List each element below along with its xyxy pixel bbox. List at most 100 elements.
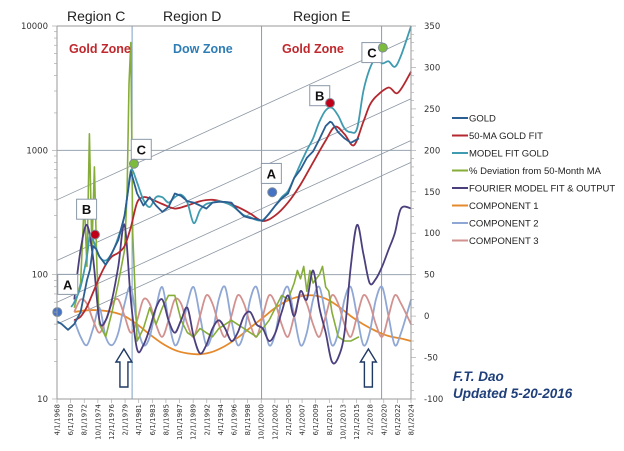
annotation-label: A xyxy=(267,166,277,181)
zone-label-gold-1: Gold Zone xyxy=(69,42,131,56)
annotation-b-5: B xyxy=(309,85,336,109)
tick-label-x: 4/1/2007 xyxy=(299,404,307,435)
annotation-marker xyxy=(90,229,101,240)
legend-item-5: FOURIER MODEL FIT & OUTPUT xyxy=(452,184,615,195)
tick-label-x: 10/1/2013 xyxy=(339,404,347,440)
legend-item-3: MODEL FIT GOLD xyxy=(452,149,549,160)
tick-label-right: 300 xyxy=(424,63,440,73)
tick-label-right: 350 xyxy=(424,22,440,32)
tick-label-right: 100 xyxy=(424,229,440,239)
annotation-marker xyxy=(325,98,336,109)
tick-label-x: 2/1/2005 xyxy=(285,404,293,435)
channel-line-3 xyxy=(56,140,412,303)
legend-item-1: GOLD xyxy=(452,114,496,125)
legend-item-7: COMPONENT 2 xyxy=(452,219,539,230)
annotation-box xyxy=(130,138,152,160)
annotation-label: C xyxy=(367,46,377,61)
tick-label-x: 8/1/1972 xyxy=(81,404,89,435)
annotation-box xyxy=(361,42,383,64)
tick-label-right: 250 xyxy=(424,105,440,115)
series-line-component-3 xyxy=(73,294,412,338)
tick-label-right: 50 xyxy=(424,271,435,281)
tick-label-left: 1000 xyxy=(26,146,48,156)
series-line-gold xyxy=(56,120,360,331)
series-lines xyxy=(56,25,412,365)
zone-labels: Gold Zone Dow Zone Gold Zone xyxy=(69,42,344,56)
legend-label: COMPONENT 3 xyxy=(469,236,539,247)
tick-label-x: 4/1/1968 xyxy=(54,404,62,435)
legend-label: MODEL FIT GOLD xyxy=(469,149,549,160)
tick-label-x: 10/1/1987 xyxy=(176,404,184,440)
annotation-box xyxy=(260,162,282,184)
legend-label: COMPONENT 1 xyxy=(469,201,539,212)
tick-label-right: 0 xyxy=(424,312,429,322)
annotation-box xyxy=(309,85,331,107)
tick-label-x: 2/1/1992 xyxy=(203,404,211,435)
tick-label-right: -50 xyxy=(424,354,438,364)
annotation-c-3: C xyxy=(128,138,152,169)
tick-label-x: 6/1/2009 xyxy=(312,404,320,435)
tick-label-x: 6/1/1983 xyxy=(149,404,157,435)
tick-label-x: 4/1/1994 xyxy=(217,403,225,435)
annotation-label: A xyxy=(63,277,73,292)
tick-label-x: 8/1/1985 xyxy=(162,404,170,435)
legend-item-8: COMPONENT 3 xyxy=(452,236,539,247)
legend-label: % Deviation from 50-Month MA xyxy=(469,166,602,177)
channel-line-4 xyxy=(56,162,412,325)
up-arrow-icon xyxy=(114,347,134,388)
credit-updated: Updated 5-20-2016 xyxy=(453,386,573,401)
tick-label-x: 2/1/1979 xyxy=(122,404,130,435)
tick-label-right: 200 xyxy=(424,146,440,156)
zone-label-gold-2: Gold Zone xyxy=(282,42,344,56)
annotation-box xyxy=(76,198,98,220)
annotation-box xyxy=(57,273,79,295)
up-arrows xyxy=(114,347,378,388)
tick-label-left: 10 xyxy=(37,395,48,405)
region-title-d: Region D xyxy=(163,8,221,24)
series-line-fourier-model-fit-output xyxy=(73,205,412,365)
tick-label-x: 10/1/1974 xyxy=(94,403,102,439)
region-title-c: Region C xyxy=(67,8,125,24)
legend-item-2: 50-MA GOLD FIT xyxy=(452,131,543,142)
channel-line-2 xyxy=(56,98,412,261)
tick-label-x: 8/1/1998 xyxy=(244,404,252,435)
credit-author: F.T. Dao xyxy=(453,369,504,384)
annotation-marker xyxy=(377,42,388,53)
annotation-label: B xyxy=(315,89,324,104)
tick-label-x: 12/1/2015 xyxy=(353,404,361,440)
tick-label-x: 8/1/2011 xyxy=(326,404,334,435)
tick-label-right: 150 xyxy=(424,188,440,198)
tick-label-right: -100 xyxy=(424,395,443,405)
annotation-label: B xyxy=(82,202,91,217)
tick-label-x: 12/1/1989 xyxy=(190,404,198,440)
legend-item-4: % Deviation from 50-Month MA xyxy=(452,166,602,177)
tick-label-x: 6/1/1996 xyxy=(231,403,239,435)
legend-item-6: COMPONENT 1 xyxy=(452,201,539,212)
tick-label-x: 2/1/2018 xyxy=(367,404,375,435)
legend-label: GOLD xyxy=(469,114,496,125)
legend-label: FOURIER MODEL FIT & OUTPUT xyxy=(469,184,615,195)
region-title-e: Region E xyxy=(293,8,351,24)
tick-label-x: 6/1/2022 xyxy=(394,404,402,435)
tick-label-left: 100 xyxy=(32,271,48,281)
region-titles: Region C Region D Region E xyxy=(67,8,351,24)
annotations: A B C A B C xyxy=(52,42,388,318)
tick-label-x: 6/1/1970 xyxy=(67,404,75,435)
annotation-marker xyxy=(128,158,139,169)
tick-label-left: 10000 xyxy=(21,22,48,32)
annotation-b-2: B xyxy=(76,198,101,240)
tick-label-x: 12/1/1976 xyxy=(108,403,116,439)
legend: GOLD 50-MA GOLD FIT MODEL FIT GOLD % Deviat… xyxy=(452,114,615,247)
annotation-c-6: C xyxy=(361,42,388,64)
tick-label-x: 8/1/2024 xyxy=(408,403,416,435)
tick-label-x: 10/1/2000 xyxy=(258,404,266,440)
annotation-label: C xyxy=(137,142,147,157)
channel-lines xyxy=(56,37,412,325)
tick-label-x: 12/1/2002 xyxy=(271,404,279,440)
channel-line-1 xyxy=(56,37,412,201)
annotation-marker xyxy=(267,187,278,198)
legend-label: 50-MA GOLD FIT xyxy=(469,131,543,142)
up-arrow-icon xyxy=(359,347,378,388)
tick-label-x: 4/1/1981 xyxy=(135,404,143,435)
